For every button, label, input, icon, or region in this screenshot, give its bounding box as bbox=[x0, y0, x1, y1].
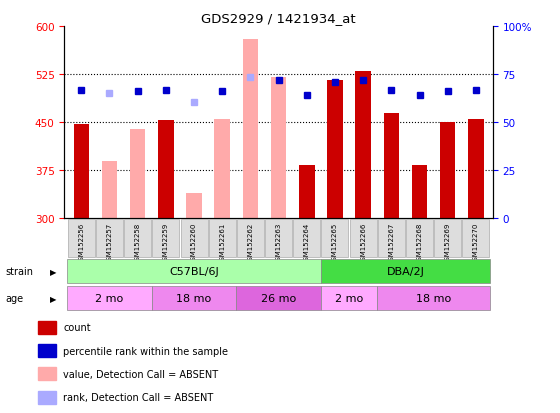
Text: 2 mo: 2 mo bbox=[335, 293, 363, 304]
FancyBboxPatch shape bbox=[321, 259, 490, 284]
Text: 18 mo: 18 mo bbox=[176, 293, 212, 304]
Text: count: count bbox=[63, 323, 91, 332]
Bar bbox=[242, 40, 258, 219]
Bar bbox=[158, 121, 174, 219]
FancyBboxPatch shape bbox=[321, 220, 348, 257]
Text: ▶: ▶ bbox=[50, 267, 57, 276]
Bar bbox=[73, 125, 89, 219]
Text: 2 mo: 2 mo bbox=[95, 293, 124, 304]
Bar bbox=[356, 71, 371, 219]
Bar bbox=[412, 166, 427, 219]
Text: GSM152259: GSM152259 bbox=[163, 222, 169, 264]
Text: GSM152265: GSM152265 bbox=[332, 222, 338, 264]
Text: ▶: ▶ bbox=[50, 294, 57, 303]
Text: GSM152270: GSM152270 bbox=[473, 222, 479, 264]
FancyBboxPatch shape bbox=[152, 286, 236, 311]
FancyBboxPatch shape bbox=[180, 220, 208, 257]
Text: GSM152256: GSM152256 bbox=[78, 222, 85, 264]
FancyBboxPatch shape bbox=[237, 220, 264, 257]
Bar bbox=[299, 166, 315, 219]
Bar bbox=[38, 321, 55, 334]
Text: DBA/2J: DBA/2J bbox=[386, 266, 424, 277]
Bar bbox=[38, 391, 55, 404]
Text: strain: strain bbox=[6, 266, 34, 277]
Bar bbox=[384, 113, 399, 219]
Bar bbox=[214, 120, 230, 219]
Text: percentile rank within the sample: percentile rank within the sample bbox=[63, 346, 228, 356]
Bar bbox=[271, 78, 286, 219]
FancyBboxPatch shape bbox=[265, 220, 292, 257]
Bar bbox=[468, 120, 484, 219]
Text: GSM152269: GSM152269 bbox=[445, 222, 451, 264]
Bar bbox=[186, 193, 202, 219]
Bar bbox=[327, 81, 343, 219]
Text: GDS2929 / 1421934_at: GDS2929 / 1421934_at bbox=[201, 12, 356, 25]
Text: GSM152258: GSM152258 bbox=[134, 222, 141, 264]
Text: GSM152261: GSM152261 bbox=[219, 222, 225, 264]
FancyBboxPatch shape bbox=[293, 220, 320, 257]
Text: C57BL/6J: C57BL/6J bbox=[169, 266, 219, 277]
Text: GSM152264: GSM152264 bbox=[304, 222, 310, 264]
Text: GSM152266: GSM152266 bbox=[360, 222, 366, 264]
FancyBboxPatch shape bbox=[236, 286, 321, 311]
Bar bbox=[102, 161, 117, 219]
Text: age: age bbox=[6, 293, 24, 304]
FancyBboxPatch shape bbox=[209, 220, 236, 257]
Text: GSM152260: GSM152260 bbox=[191, 222, 197, 264]
Text: GSM152262: GSM152262 bbox=[248, 222, 254, 264]
FancyBboxPatch shape bbox=[67, 286, 152, 311]
Text: 18 mo: 18 mo bbox=[416, 293, 451, 304]
FancyBboxPatch shape bbox=[124, 220, 151, 257]
FancyBboxPatch shape bbox=[463, 220, 489, 257]
FancyBboxPatch shape bbox=[434, 220, 461, 257]
FancyBboxPatch shape bbox=[406, 220, 433, 257]
FancyBboxPatch shape bbox=[377, 286, 490, 311]
Bar bbox=[38, 368, 55, 380]
Bar bbox=[38, 344, 55, 357]
Text: 26 mo: 26 mo bbox=[261, 293, 296, 304]
Bar bbox=[440, 123, 455, 219]
FancyBboxPatch shape bbox=[321, 286, 377, 311]
FancyBboxPatch shape bbox=[378, 220, 405, 257]
FancyBboxPatch shape bbox=[349, 220, 377, 257]
FancyBboxPatch shape bbox=[68, 220, 95, 257]
FancyBboxPatch shape bbox=[152, 220, 179, 257]
FancyBboxPatch shape bbox=[96, 220, 123, 257]
Text: GSM152267: GSM152267 bbox=[388, 222, 394, 264]
Bar bbox=[130, 129, 146, 219]
Text: GSM152268: GSM152268 bbox=[417, 222, 423, 264]
Text: GSM152263: GSM152263 bbox=[276, 222, 282, 264]
Text: value, Detection Call = ABSENT: value, Detection Call = ABSENT bbox=[63, 369, 218, 379]
FancyBboxPatch shape bbox=[67, 259, 321, 284]
Text: GSM152257: GSM152257 bbox=[106, 222, 113, 264]
Text: rank, Detection Call = ABSENT: rank, Detection Call = ABSENT bbox=[63, 392, 213, 402]
